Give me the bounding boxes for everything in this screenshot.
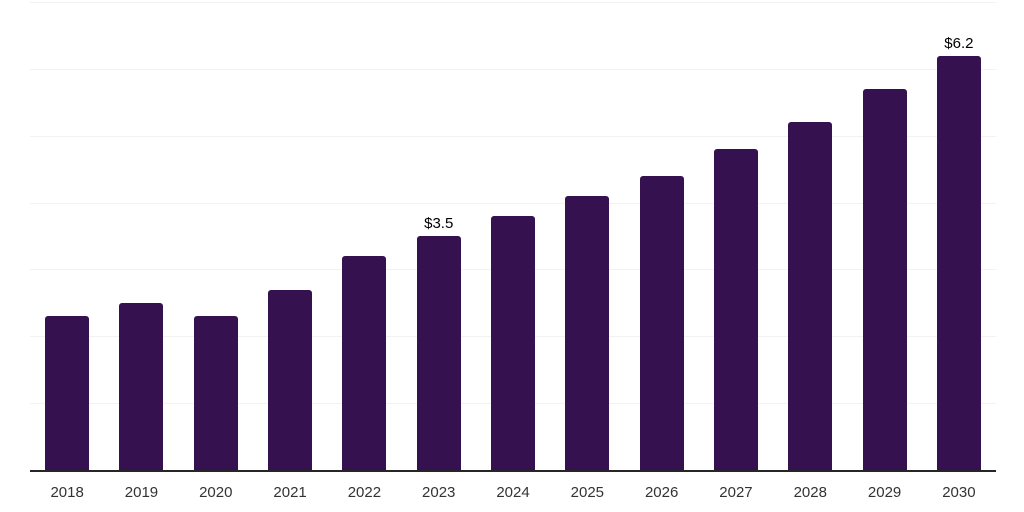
x-tick-label-2025: 2025: [570, 484, 605, 501]
bar-2028[interactable]: [788, 122, 833, 470]
x-tick-label-2018: 2018: [50, 484, 84, 501]
x-tick-label-2028: 2028: [793, 484, 827, 501]
bar-2019[interactable]: [119, 302, 164, 470]
band-2018: [30, 2, 104, 470]
gridline-7: [30, 2, 996, 3]
bar-2021[interactable]: [268, 289, 313, 470]
bar-2029[interactable]: [862, 88, 907, 470]
gridline-6: [30, 68, 996, 70]
band-2027: [699, 2, 773, 470]
x-tick-label-2023: 2023: [422, 484, 456, 501]
band-2021: [253, 2, 327, 470]
bar-2027[interactable]: [713, 149, 758, 470]
x-tick-label-2027: 2027: [719, 484, 753, 501]
gridline-5: [30, 135, 996, 137]
band-2025: [550, 2, 624, 470]
x-tick-label-2029: 2029: [867, 484, 902, 501]
x-tick-label-2022: 2022: [347, 484, 382, 501]
band-2030: $6.2: [922, 2, 996, 470]
band-2024: [476, 2, 550, 470]
bar-series: $3.5 $6.2: [30, 2, 996, 470]
band-2023: $3.5: [402, 2, 476, 470]
gridline-4: [30, 202, 996, 204]
x-tick-label-2024: 2024: [496, 484, 530, 501]
band-2026: [625, 2, 699, 470]
x-tick-label-2026: 2026: [644, 484, 679, 501]
x-tick-label-2019: 2019: [124, 484, 159, 501]
x-axis-line: [30, 470, 996, 472]
x-axis-tick-labels: 2018 2019 2020 2021 2022 2023 2024 2025 2026 2027…: [30, 484, 996, 502]
bar-2023[interactable]: [416, 236, 461, 470]
band-2020: [179, 2, 253, 470]
x-tick-label-2020: 2020: [199, 484, 233, 501]
x-tick-label-2021: 2021: [273, 484, 307, 501]
band-2029: [847, 2, 921, 470]
bar-2026[interactable]: [639, 175, 684, 470]
data-label-2023: $3.5: [424, 215, 454, 232]
plot-area: $3.5 $6.2: [30, 2, 996, 470]
band-2028: [773, 2, 847, 470]
band-2019: [104, 2, 178, 470]
data-label-2030: $6.2: [944, 34, 974, 52]
bar-2030[interactable]: [936, 55, 981, 470]
x-tick-label-2030: 2030: [942, 484, 976, 501]
bar-2025[interactable]: [565, 195, 610, 470]
bar-2024[interactable]: [491, 215, 536, 470]
band-2022: [327, 2, 401, 470]
bar-2020[interactable]: [193, 316, 238, 470]
bar-2022[interactable]: [342, 256, 387, 470]
bar-2018[interactable]: [45, 316, 90, 470]
